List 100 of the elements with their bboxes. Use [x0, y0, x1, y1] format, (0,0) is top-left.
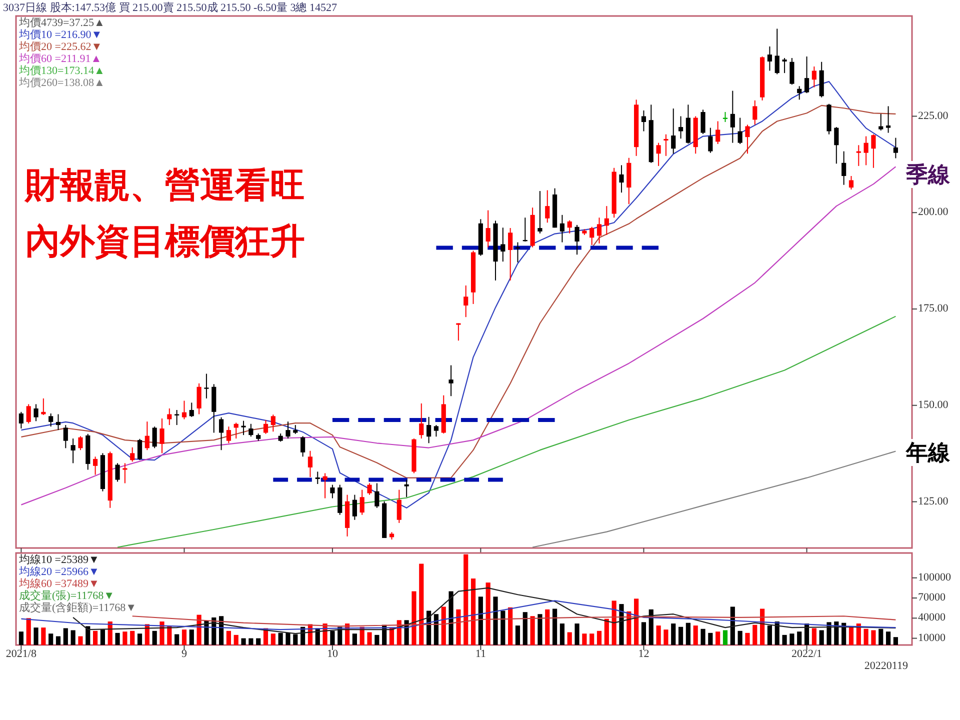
- bar: [256, 638, 261, 645]
- y-tick-label: 150.00: [918, 398, 949, 411]
- bar: [189, 630, 194, 645]
- bar: [419, 564, 424, 645]
- bar: [34, 628, 38, 645]
- bar: [70, 630, 76, 645]
- line-series: [20, 600, 896, 630]
- bar: [86, 626, 90, 645]
- text: 均價260=138.08▲: [18, 77, 105, 89]
- text: 20220119: [864, 660, 908, 672]
- bar: [204, 620, 209, 645]
- bar: [26, 618, 31, 645]
- bar: [248, 638, 254, 645]
- bar: [612, 600, 616, 645]
- bar: [790, 634, 794, 645]
- bar: [456, 609, 461, 645]
- text: 均線20 =25966▼: [18, 566, 100, 578]
- bar: [664, 630, 668, 645]
- annotation: 成交量(張)=11768▼: [19, 589, 115, 602]
- bar: [367, 632, 372, 645]
- annotation: 季線: [905, 162, 951, 187]
- bar: [93, 630, 98, 645]
- bar: [716, 632, 720, 645]
- bar: [278, 632, 283, 645]
- y-tick-label: 70000: [918, 592, 946, 604]
- bar: [137, 634, 142, 645]
- bar: [18, 632, 24, 645]
- bar: [552, 608, 558, 645]
- bar: [78, 636, 83, 645]
- annotation: 均價4739=37.25▲: [18, 17, 105, 29]
- bar: [182, 630, 187, 645]
- bar: [634, 598, 639, 645]
- y-tick-label: 175.00: [918, 302, 949, 315]
- bar: [686, 622, 690, 645]
- bar: [893, 637, 898, 645]
- bar: [493, 596, 498, 645]
- bar: [708, 632, 713, 645]
- bar: [648, 609, 654, 645]
- bar: [700, 628, 706, 645]
- y-tick-label: 10000: [918, 632, 946, 644]
- bar: [752, 624, 758, 645]
- bar: [152, 630, 157, 645]
- bar: [122, 632, 128, 645]
- bar: [330, 630, 335, 645]
- bar: [448, 591, 454, 645]
- bar: [693, 626, 698, 645]
- bar: [538, 614, 542, 645]
- bar: [530, 616, 535, 645]
- bar: [174, 634, 180, 645]
- bar: [56, 636, 61, 645]
- line-series: [20, 166, 896, 506]
- bar: [745, 632, 750, 645]
- bar: [619, 604, 624, 645]
- bar: [226, 630, 231, 645]
- bar: [574, 624, 580, 645]
- text: 均線60 =37489▼: [18, 578, 100, 590]
- text: 3037日線 股本:147.53億 買 215.00賣 215.50成 215.50 -6.50量 3總 14527: [3, 1, 338, 14]
- bar: [819, 630, 824, 645]
- text: 均價60 =211.91▲: [18, 53, 102, 65]
- bar: [722, 630, 728, 645]
- bar: [596, 630, 602, 645]
- bar: [678, 626, 684, 645]
- bar: [878, 628, 884, 645]
- text: 均價10 =216.90▼: [18, 29, 102, 41]
- bar: [100, 630, 106, 645]
- bar: [234, 634, 238, 645]
- bar: [826, 622, 832, 645]
- bar: [782, 634, 787, 645]
- bar: [286, 632, 290, 645]
- text: 均價130=173.14▲: [18, 65, 105, 77]
- bar: [856, 624, 861, 645]
- annotation: 成交量(含鉅額)=11768▼: [19, 601, 137, 614]
- bar: [508, 607, 513, 645]
- bar: [671, 624, 676, 645]
- bar: [470, 578, 476, 645]
- bar: [486, 582, 490, 645]
- annotation: 財報靚、營運看旺: [24, 166, 305, 205]
- bar: [515, 626, 520, 645]
- bar: [656, 626, 661, 645]
- y-tick-label: 40000: [918, 612, 946, 624]
- bar: [434, 614, 439, 645]
- bar: [270, 634, 276, 645]
- bar: [241, 638, 246, 645]
- y-tick-label: 225.00: [918, 110, 949, 122]
- bar: [352, 634, 357, 645]
- bar: [63, 628, 68, 645]
- bar: [41, 628, 46, 645]
- bar: [545, 609, 550, 645]
- bar: [464, 554, 468, 645]
- bar: [812, 628, 816, 645]
- bar: [590, 634, 594, 645]
- bar: [115, 632, 120, 645]
- y-tick-label: 200.00: [918, 206, 949, 218]
- annotation: 年線: [905, 440, 951, 465]
- bar: [738, 630, 742, 645]
- bar: [500, 610, 506, 645]
- x-tick-label: 12: [638, 648, 650, 660]
- bar: [848, 626, 854, 645]
- bar: [641, 622, 646, 645]
- bar: [604, 618, 609, 645]
